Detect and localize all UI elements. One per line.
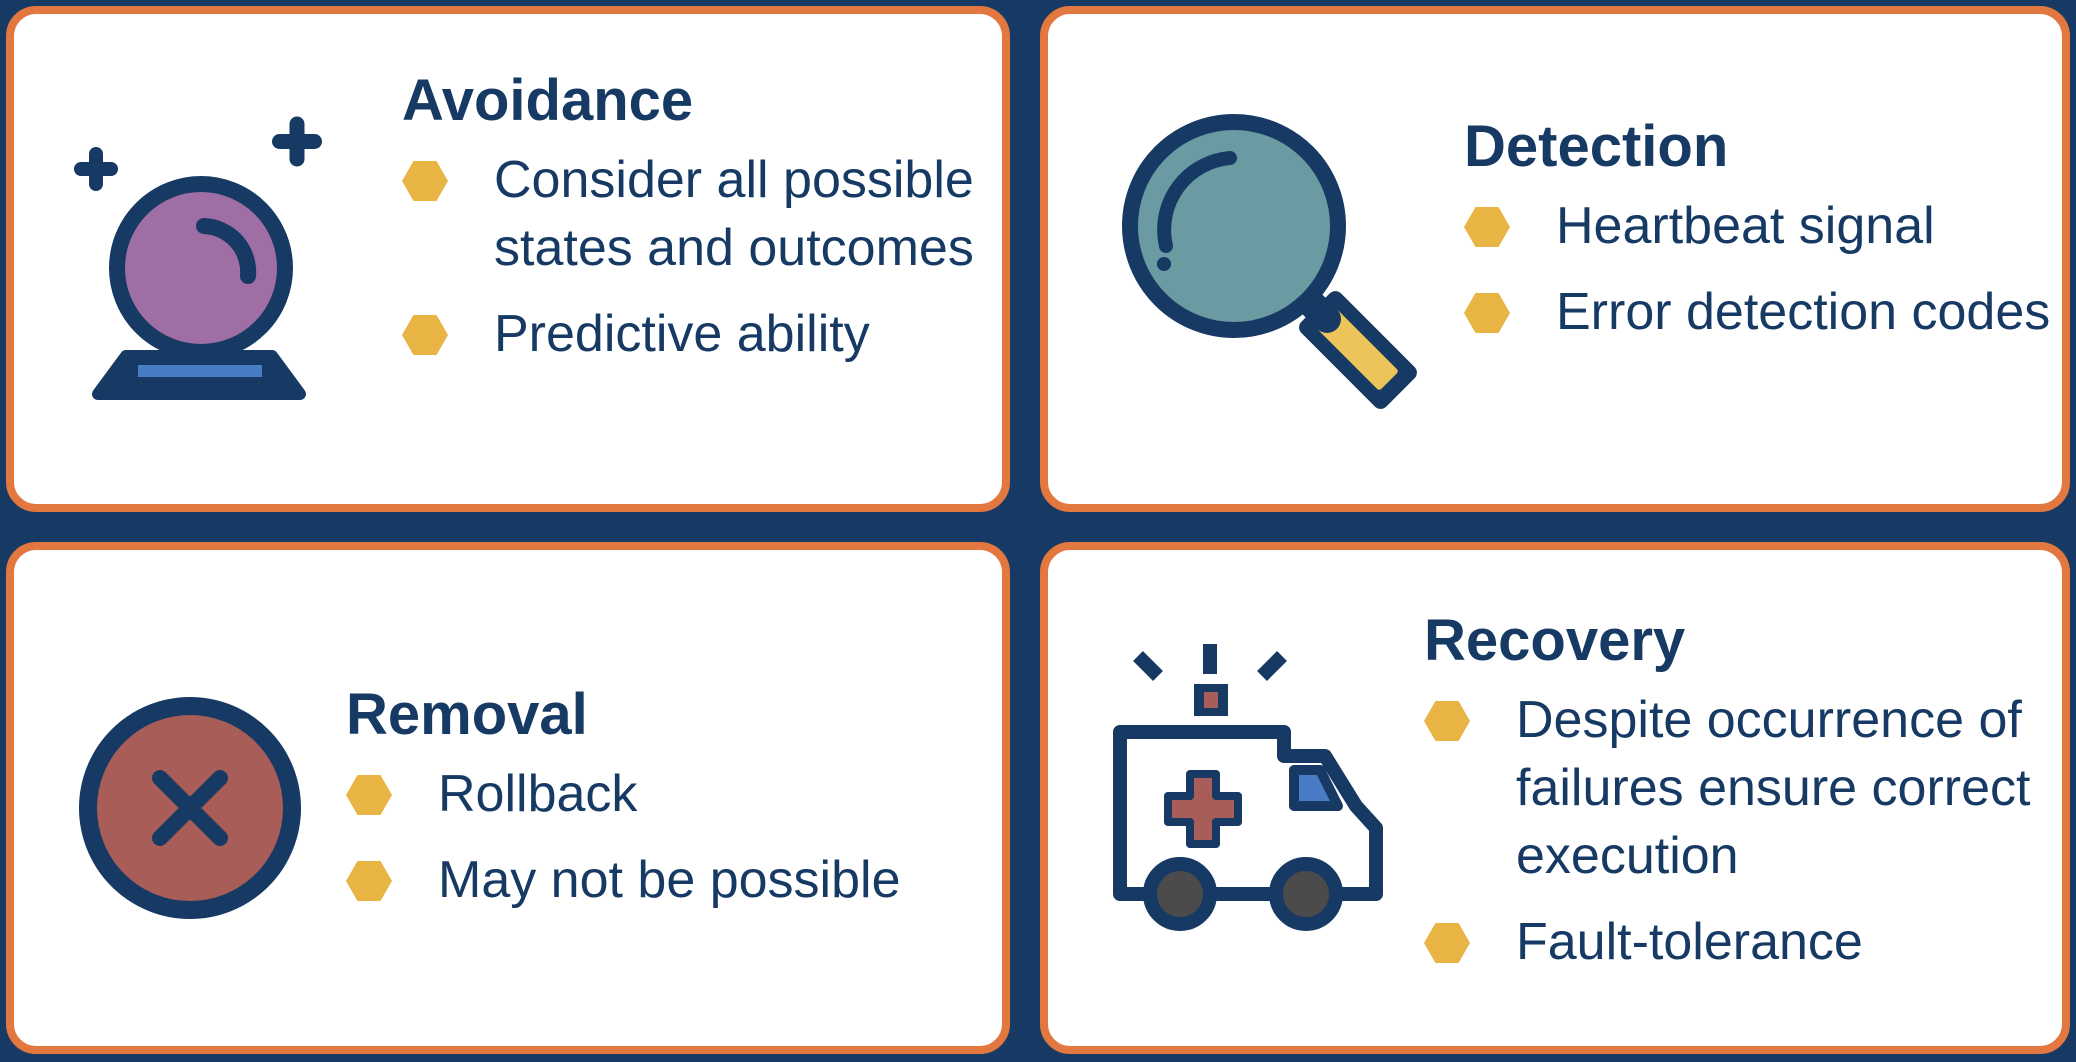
card-title: Recovery <box>1424 608 1686 673</box>
hexagon-bullet-icon <box>402 160 448 201</box>
bullet-text: Predictive ability <box>494 304 870 363</box>
bullet-text: Fault-tolerance <box>1516 912 1863 971</box>
magnifying-glass-icon <box>1122 114 1432 424</box>
card-title: Avoidance <box>402 68 694 133</box>
card-detection: Detection Heartbeat signal Error detecti… <box>1040 6 2070 512</box>
card-detection-content: Detection Heartbeat signal Error detecti… <box>1464 112 2054 346</box>
card-removal-content: Removal Rollback May not be possible <box>346 680 1006 914</box>
bullet-list: Despite occurrence of failures ensure co… <box>1424 686 2054 976</box>
hexagon-bullet-icon <box>402 314 448 355</box>
bullet-text: Error detection codes <box>1556 282 2051 341</box>
card-title: Removal <box>346 682 588 747</box>
bullet-text: Consider all possible states and outcome… <box>494 150 974 277</box>
hexagon-bullet-icon <box>346 774 392 815</box>
ambulance-icon <box>1110 644 1400 934</box>
close-circle-icon <box>76 694 304 922</box>
list-item: Heartbeat signal <box>1464 192 2054 260</box>
list-item: Consider all possible states and outcome… <box>402 146 1002 282</box>
list-item: Predictive ability <box>402 300 1002 368</box>
card-removal: Removal Rollback May not be possible <box>6 542 1010 1054</box>
bullet-text: May not be possible <box>438 850 901 909</box>
bullet-list: Consider all possible states and outcome… <box>402 146 1002 368</box>
card-avoidance: Avoidance Consider all possible states a… <box>6 6 1010 512</box>
bullet-text: Rollback <box>438 764 638 823</box>
list-item: Despite occurrence of failures ensure co… <box>1424 686 2054 890</box>
hexagon-bullet-icon <box>1424 922 1470 963</box>
hexagon-bullet-icon <box>1464 206 1510 247</box>
card-recovery-content: Recovery Despite occurrence of failures … <box>1424 606 2054 976</box>
bullet-list: Heartbeat signal Error detection codes <box>1464 192 2054 346</box>
hexagon-bullet-icon <box>1424 700 1470 741</box>
list-item: May not be possible <box>346 846 1006 914</box>
card-avoidance-content: Avoidance Consider all possible states a… <box>402 66 1002 368</box>
bullet-text: Heartbeat signal <box>1556 196 1935 255</box>
hexagon-bullet-icon <box>346 860 392 901</box>
hexagon-bullet-icon <box>1464 292 1510 333</box>
list-item: Fault-tolerance <box>1424 908 2054 976</box>
card-recovery: Recovery Despite occurrence of failures … <box>1040 542 2070 1054</box>
bullet-text: Despite occurrence of failures ensure co… <box>1516 690 2031 885</box>
crystal-ball-icon <box>62 104 342 414</box>
bullet-list: Rollback May not be possible <box>346 760 1006 914</box>
card-title: Detection <box>1464 114 1729 179</box>
list-item: Rollback <box>346 760 1006 828</box>
list-item: Error detection codes <box>1464 278 2054 346</box>
